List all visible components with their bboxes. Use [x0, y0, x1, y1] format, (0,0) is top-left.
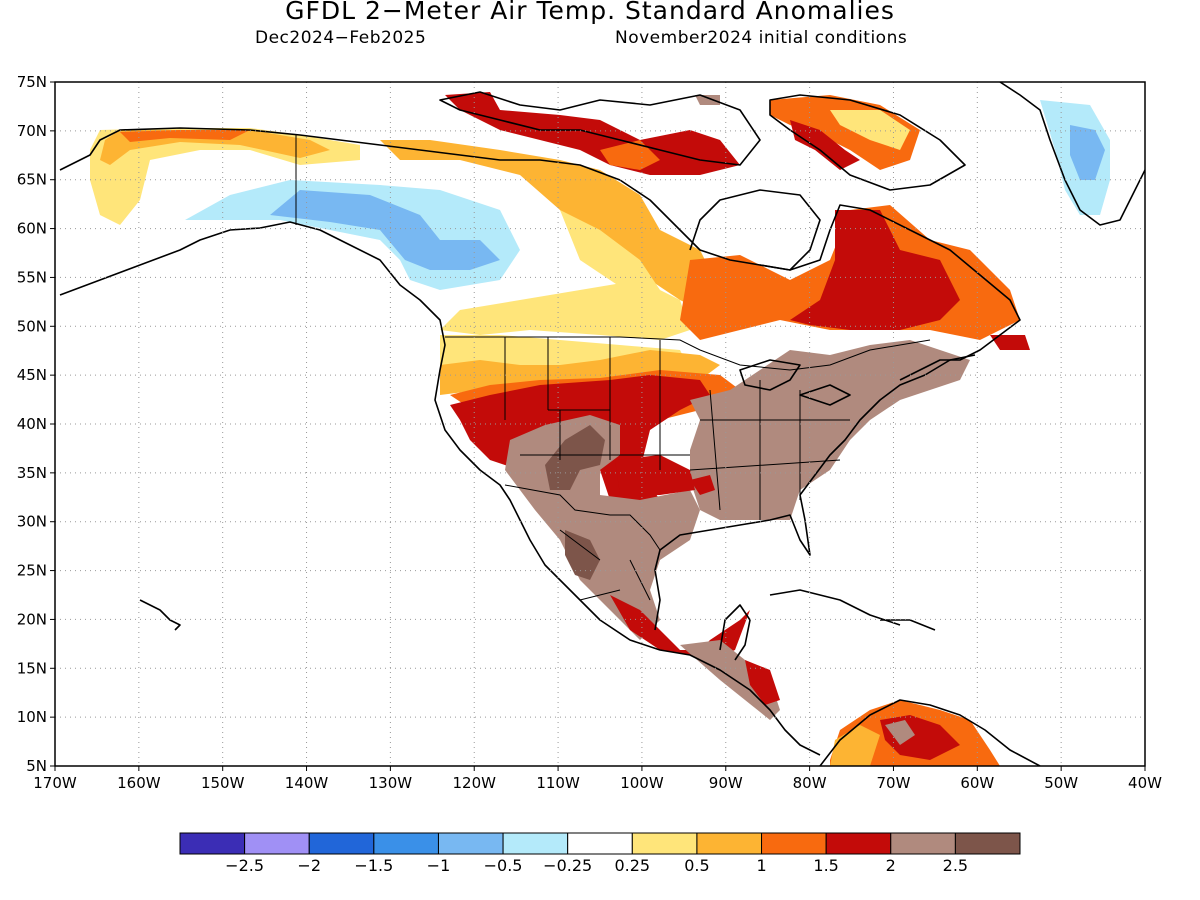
colorbar-label: −1 — [426, 856, 451, 875]
coast-hispaniola — [880, 619, 936, 631]
lon-tick-label: 40W — [1128, 774, 1162, 792]
lat-tick-label: 10N — [17, 708, 47, 726]
border-us-mexico — [504, 484, 661, 551]
anomaly-mexico-dark — [565, 530, 600, 580]
chart-title: GFDL 2−Meter Air Temp. Standard Anomalie… — [285, 0, 895, 25]
anomaly-nf-red — [990, 335, 1030, 350]
coast-yucatan — [719, 604, 751, 661]
coast-arctic-islands — [439, 91, 761, 166]
border-mexico-states — [559, 529, 651, 601]
coast-hudson-bay — [689, 189, 821, 271]
lat-tick-label: 60N — [17, 220, 47, 238]
coast-cuba — [769, 589, 901, 626]
lat-tick-label: 75N — [17, 73, 47, 91]
anomaly-arctic-brown — [695, 95, 720, 105]
coast-alaska-canada — [59, 127, 1021, 381]
axis-ticks: 75N 70N 65N 60N 55N 50N 45N 40N 35N 30N 25N 20N 15N 1… — [17, 73, 1162, 792]
lat-tick-label: 45N — [17, 366, 47, 384]
lat-tick-label: 20N — [17, 610, 47, 628]
colorbar-label: 0.25 — [614, 856, 651, 875]
lon-tick-label: 150W — [201, 774, 245, 792]
graticule — [55, 82, 1145, 766]
colorbar-label: 2.5 — [942, 856, 969, 875]
coast-south-america — [819, 699, 1041, 766]
colorbar-label: −0.5 — [483, 856, 523, 875]
lon-tick-label: 140W — [285, 774, 329, 792]
anomaly-yukon-cold — [270, 190, 500, 270]
anomaly-texas-red — [615, 455, 695, 495]
coast-west-alaska — [59, 221, 821, 756]
coast-great-lakes — [739, 359, 851, 406]
colorbar-label: −2.5 — [225, 856, 265, 875]
border-states-1 — [504, 337, 850, 520]
anomaly-quebec-red — [790, 210, 960, 330]
anomaly-baffin-yellow — [830, 110, 910, 150]
lon-tick-label: 110W — [536, 774, 580, 792]
lat-tick-label: 70N — [17, 122, 47, 140]
lat-tick-label: 15N — [17, 659, 47, 677]
anomaly-shading — [90, 92, 1110, 766]
lon-tick-label: 120W — [452, 774, 496, 792]
lat-tick-label: 35N — [17, 464, 47, 482]
colorbar-label: −2 — [297, 856, 322, 875]
lon-tick-label: 80W — [793, 774, 827, 792]
anomaly-prairies-yellow — [440, 280, 690, 340]
anomaly-southwest-dark — [545, 425, 605, 490]
lat-tick-label: 55N — [17, 268, 47, 286]
lat-tick-label: 40N — [17, 415, 47, 433]
lon-tick-label: 100W — [620, 774, 664, 792]
anomaly-sa-brown — [885, 720, 915, 745]
colorbar-label: 1 — [756, 856, 767, 875]
political-borders — [295, 135, 931, 601]
anomaly-eastern-us — [690, 340, 970, 520]
anomaly-se-red — [690, 475, 715, 495]
lon-tick-label: 60W — [960, 774, 994, 792]
colorbar-label: −1.5 — [354, 856, 394, 875]
anomaly-sa-yellow — [830, 725, 880, 766]
colorbar-label: 0.5 — [684, 856, 710, 875]
lon-tick-label: 170W — [33, 774, 77, 792]
colorbar-label: 2 — [885, 856, 896, 875]
coast-hawaii — [139, 599, 181, 631]
lon-tick-label: 160W — [117, 774, 161, 792]
forecast-period: Dec2024−Feb2025 — [255, 28, 427, 48]
coast-greenland — [999, 82, 1145, 226]
lat-tick-label: 25N — [17, 562, 47, 580]
lat-tick-label: 65N — [17, 171, 47, 189]
anomaly-central-america — [680, 640, 780, 720]
lon-tick-label: 130W — [369, 774, 413, 792]
coast-baffin — [769, 94, 966, 191]
coastlines — [59, 82, 1145, 766]
anomaly-baffin-red — [790, 120, 860, 170]
anomaly-greenland-cold — [1070, 125, 1105, 180]
coast-gulf-east — [654, 354, 976, 631]
lat-tick-label: 50N — [17, 317, 47, 335]
lon-tick-label: 50W — [1044, 774, 1078, 792]
anomaly-ca-red — [745, 660, 780, 705]
lat-tick-label: 30N — [17, 513, 47, 531]
lon-tick-label: 70W — [877, 774, 911, 792]
colorbar-label: 1.5 — [813, 856, 839, 875]
colorbar-label: −0.25 — [543, 856, 593, 875]
lat-tick-label: 5N — [26, 757, 47, 775]
border-us-canada — [445, 336, 931, 371]
anomaly-arctic-orange — [600, 140, 660, 170]
initial-conditions: November2024 initial conditions — [615, 28, 908, 48]
lon-tick-label: 90W — [709, 774, 743, 792]
anomaly-alaska-red — [120, 130, 250, 142]
